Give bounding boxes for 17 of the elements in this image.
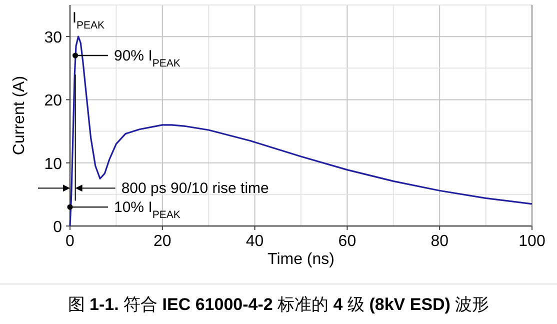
y-tick-label: 10 bbox=[44, 156, 62, 173]
x-tick-label: 80 bbox=[430, 233, 449, 250]
annotation: 800 ps 90/10 rise time bbox=[121, 180, 269, 198]
annotation: I$_{PEAK}$ bbox=[72, 10, 105, 32]
x-tick-label: 60 bbox=[338, 233, 356, 250]
y-tick-label: 30 bbox=[44, 30, 62, 47]
y-tick-label: 0 bbox=[53, 219, 62, 236]
x-tick-label: 20 bbox=[154, 233, 172, 250]
y-tick-label: 20 bbox=[44, 92, 62, 110]
annotation: 10% I$_{PEAK}$ bbox=[114, 199, 180, 222]
chart-title: 图 1-1. 符合 IEC 61000-4-2 标准的 4 级 (8kV ESD) 波形 bbox=[68, 295, 490, 314]
annotation: 90% I$_{PEAK}$ bbox=[114, 48, 180, 70]
x-axis-title: Time (ns) bbox=[268, 251, 334, 268]
y-axis-title: Current (A) bbox=[11, 76, 28, 156]
x-tick-label: 0 bbox=[66, 233, 75, 250]
x-tick-label: 100 bbox=[518, 233, 546, 250]
x-tick-label: 40 bbox=[246, 233, 264, 250]
